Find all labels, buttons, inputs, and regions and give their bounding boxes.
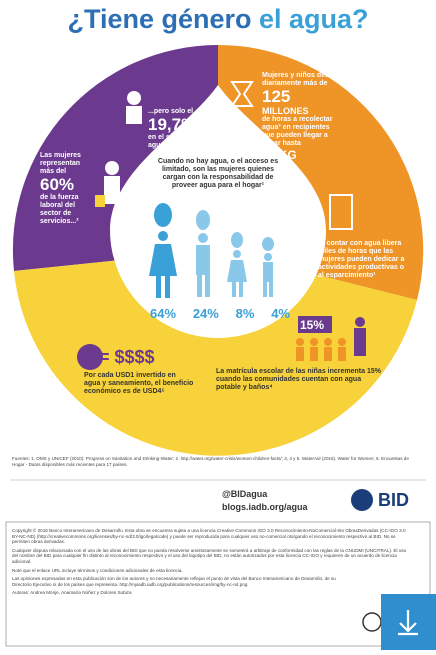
sources: Fuentes: 1. OMS y UNICEF (2010): Progres… (12, 456, 409, 467)
percentage: 64% (150, 306, 177, 321)
figure-unit: MILLONES (262, 106, 309, 116)
girls-icons (296, 338, 346, 361)
yellow-segment (14, 250, 417, 456)
copyright: Copyright © 2016 Banco Interamericano de… (12, 528, 412, 599)
center-text: Cuando no hay agua, o el acceso es limit… (157, 158, 279, 189)
download-button[interactable] (381, 594, 436, 650)
door-icon (329, 194, 353, 230)
yellow-left-text: Por cada USD1 invertido en agua y saneam… (84, 372, 194, 395)
orange-right-block: El contar con agua libera miles de horas… (318, 240, 405, 279)
purple-left-block: Las mujeres representan más del 60% de l… (40, 152, 92, 226)
text: Mujeres y niños dedican diariamente más … (262, 72, 344, 87)
hourglass-icon (230, 81, 254, 107)
figures (149, 203, 177, 298)
bid-logo-mark (351, 489, 373, 511)
figures-light (196, 210, 274, 297)
cleaner-icon (104, 176, 120, 204)
weight: 20 KG (262, 148, 297, 162)
text: de horas a recolectar agua³ en recipient… (262, 116, 333, 147)
dollar-icon (77, 344, 103, 370)
social-handle: @BIDagua (222, 489, 268, 499)
purple-top-block: ...pero solo el 19,7% en el sector del a… (148, 108, 210, 150)
yellow-right-text: La matrícula escolar de las niñas increm… (216, 368, 381, 391)
yellow-right-figure: 15% (300, 318, 325, 332)
copyright-paragraph: Cualquier disputa relacionada con el uso… (12, 547, 407, 564)
worker-icon (127, 91, 141, 105)
copyright-paragraph: Copyright © 2016 Banco Interamericano de… (12, 528, 406, 545)
bid-logo: BID (378, 490, 409, 510)
title: ¿Tiene género el agua? (0, 4, 436, 35)
percentage: 24% (192, 306, 219, 321)
cleaner-icon (105, 161, 119, 175)
percentage: 8% (235, 306, 255, 321)
figure: 60% (40, 175, 75, 194)
percent-badge (298, 316, 332, 333)
social-url: blogs.iadb.org/agua (222, 502, 308, 512)
text: ...pero solo el (148, 108, 194, 115)
teacher-icon (355, 317, 365, 327)
bucket-icon (95, 195, 105, 207)
text: de la fuerza laboral del sector de servi… (40, 194, 79, 225)
copyright-paragraph: Las opiniones expresadas en esta publica… (12, 576, 336, 587)
figure: 125 (262, 87, 291, 106)
text: en el sector del agua² (148, 134, 199, 149)
title-part: el agua? (259, 4, 369, 34)
copyright-paragraph: Autoras: Andrea Monje, Anamaría Núñez y … (12, 590, 132, 596)
teacher-icon (354, 328, 366, 356)
title-part: ¿Tiene género (67, 4, 252, 34)
percentage: 4% (271, 306, 290, 321)
cc-icon (362, 612, 382, 632)
copyright-paragraph: Note que el enlace URL incluye términos … (12, 567, 183, 573)
orange-top-block: Mujeres y niños dedican diariamente más … (262, 72, 344, 162)
text: Las mujeres representan más del (40, 152, 81, 175)
percentages: 64% 24% 8% 4% (150, 306, 290, 321)
worker-icon (126, 106, 142, 124)
yellow-left-figure: $ = $$$$ (84, 347, 155, 367)
download-icon (398, 610, 418, 636)
figure: 19,7% (148, 115, 197, 134)
copyright-box (5, 521, 431, 647)
